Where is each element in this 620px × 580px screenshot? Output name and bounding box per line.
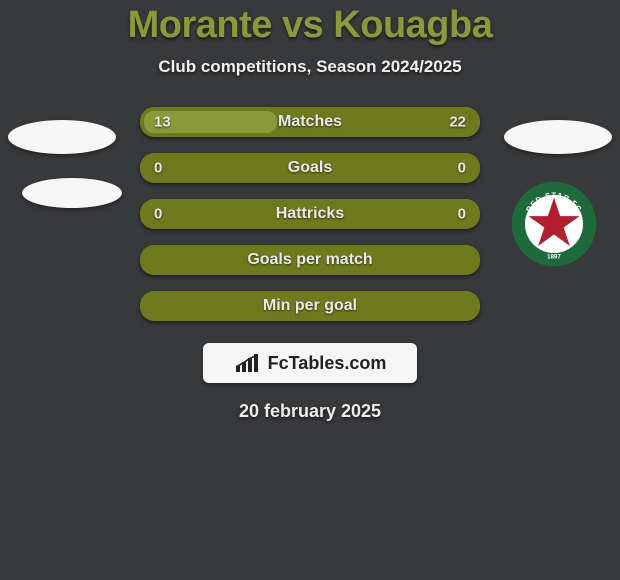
page-title: Morante vs Kouagba	[0, 4, 620, 47]
comparison-bars: 13 Matches 22 0 Goals 0 0 Hattricks 0	[140, 107, 480, 337]
stat-row-hattricks: 0 Hattricks 0	[140, 199, 480, 229]
stat-row-matches: 13 Matches 22	[140, 107, 480, 137]
stat-bar: Min per goal	[140, 291, 480, 321]
brand-text: FcTables.com	[268, 353, 387, 374]
stat-label: Goals	[140, 159, 480, 177]
stat-value-right: 0	[458, 160, 466, 177]
page-subtitle: Club competitions, Season 2024/2025	[0, 57, 620, 77]
snapshot-date: 20 february 2025	[0, 401, 620, 422]
club-badge-redstar: RED STAR FC 1897	[510, 180, 598, 268]
placeholder-ellipse-top-left	[8, 120, 116, 154]
placeholder-ellipse-bottom-left	[22, 178, 122, 208]
stat-label: Hattricks	[140, 205, 480, 223]
stat-bar: 0 Hattricks 0	[140, 199, 480, 229]
brand-link[interactable]: FcTables.com	[203, 343, 417, 383]
stat-bar: Goals per match	[140, 245, 480, 275]
stat-row-min-per-goal: Min per goal	[140, 291, 480, 321]
stat-bar: 13 Matches 22	[140, 107, 480, 137]
stat-value-right: 22	[449, 114, 466, 131]
stat-label: Matches	[140, 113, 480, 131]
badge-year: 1897	[547, 253, 561, 260]
placeholder-ellipse-top-right	[504, 120, 612, 154]
stat-label: Min per goal	[140, 297, 480, 315]
stat-label: Goals per match	[140, 251, 480, 269]
stat-bar: 0 Goals 0	[140, 153, 480, 183]
stat-row-goals-per-match: Goals per match	[140, 245, 480, 275]
bars-icon	[234, 352, 262, 374]
stat-value-right: 0	[458, 206, 466, 223]
stat-row-goals: 0 Goals 0	[140, 153, 480, 183]
